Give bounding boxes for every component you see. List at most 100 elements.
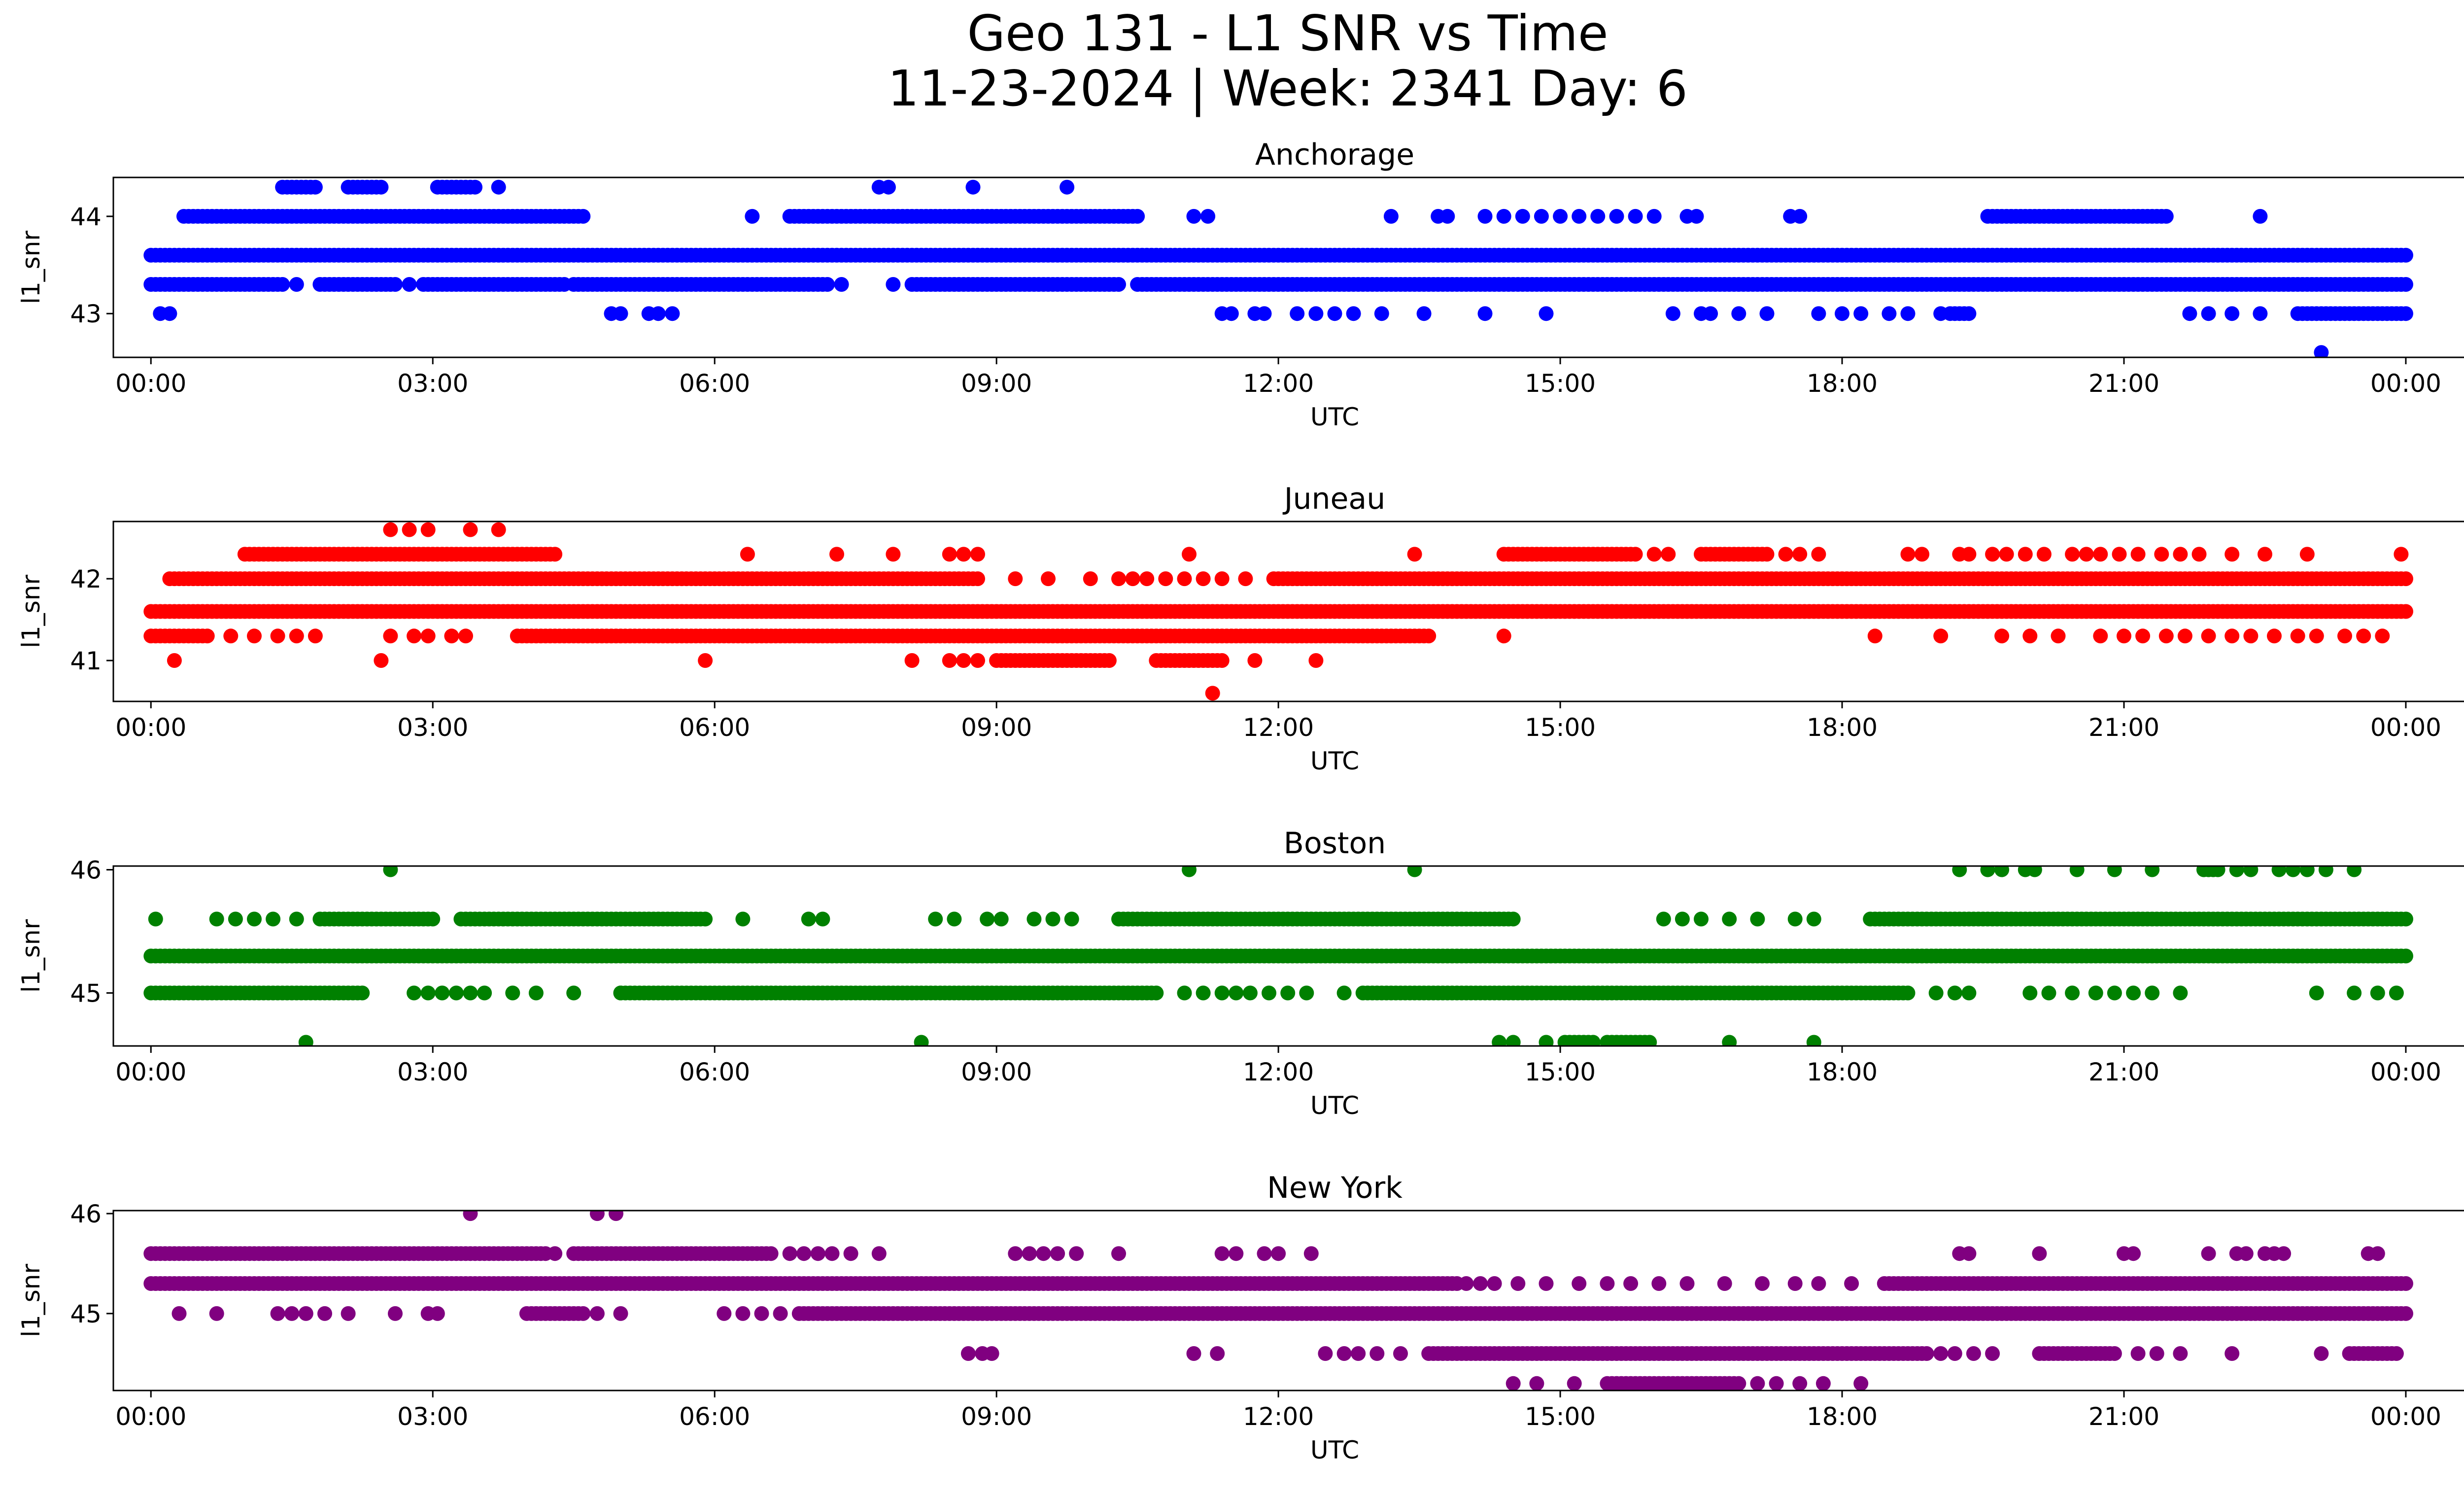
data-point: [528, 985, 544, 1001]
data-point: [317, 1306, 332, 1321]
data-point: [1811, 306, 1826, 321]
data-point: [1196, 571, 1211, 587]
data-point: [2253, 209, 2268, 224]
data-point: [463, 1211, 478, 1221]
data-point: [1111, 571, 1126, 587]
data-point: [1210, 1346, 1225, 1361]
x-tick-label: 12:00: [1243, 1402, 1314, 1431]
data-point: [420, 522, 436, 537]
series-points: [143, 1211, 2413, 1391]
data-point: [2018, 547, 2033, 562]
data-point: [1229, 985, 1244, 1001]
data-point: [1952, 866, 1967, 877]
data-point: [1915, 547, 1930, 562]
data-point: [1083, 571, 1098, 587]
data-point: [1787, 911, 1803, 927]
data-point: [1506, 911, 1521, 927]
series-points: [143, 179, 2413, 357]
x-tick-label: 09:00: [961, 713, 1032, 742]
subplot-title: Juneau: [1282, 482, 1385, 516]
data-point: [2069, 866, 2085, 877]
x-tick-label: 18:00: [1807, 1402, 1878, 1431]
data-point: [1806, 1035, 1821, 1046]
data-point: [2375, 628, 2390, 644]
data-point: [1374, 306, 1389, 321]
data-point: [754, 1306, 769, 1321]
data-point: [1125, 571, 1140, 587]
axes-frame: [112, 176, 2464, 358]
data-point: [463, 522, 478, 537]
data-point: [1806, 911, 1821, 927]
data-point: [1346, 306, 1361, 321]
data-point: [2224, 1346, 2240, 1361]
data-point: [2210, 866, 2225, 877]
data-point: [2145, 985, 2160, 1001]
x-tick-label: 21:00: [2088, 1402, 2159, 1431]
data-point: [2224, 547, 2240, 562]
data-point: [2149, 1346, 2164, 1361]
data-point: [965, 179, 981, 195]
data-point: [1675, 911, 1690, 927]
data-point: [1440, 209, 1455, 224]
data-point: [914, 1035, 929, 1046]
data-point: [1186, 209, 1201, 224]
data-point: [984, 1346, 999, 1361]
data-point: [1510, 1276, 1526, 1291]
data-point: [2299, 547, 2315, 562]
data-point: [1933, 306, 1949, 321]
data-point: [609, 1211, 623, 1221]
data-point: [1755, 1276, 1770, 1291]
data-point: [2182, 306, 2197, 321]
data-point: [388, 1306, 403, 1321]
data-point: [1303, 1246, 1319, 1261]
data-point: [289, 277, 304, 292]
data-point: [970, 547, 985, 562]
data-point: [266, 911, 281, 927]
data-point: [308, 628, 323, 644]
data-point: [1308, 653, 1324, 668]
x-axis-label: UTC: [1310, 747, 1359, 775]
data-point: [942, 547, 957, 562]
data-point: [796, 1246, 812, 1261]
data-point: [289, 911, 304, 927]
data-point: [1383, 209, 1399, 224]
x-axis-label: UTC: [1310, 403, 1359, 431]
figure-title-line-1: Geo 131 - L1 SNR vs Time: [967, 4, 1608, 62]
data-point: [1416, 306, 1432, 321]
data-point: [444, 628, 459, 644]
data-point: [717, 1306, 732, 1321]
x-axis-label: UTC: [1310, 1091, 1359, 1120]
data-point: [1111, 277, 1126, 292]
data-point: [2286, 866, 2301, 877]
data-point: [247, 911, 262, 927]
x-tick-label: 00:00: [115, 713, 186, 742]
data-point: [1600, 1276, 1615, 1291]
data-point: [1572, 1276, 1587, 1291]
data-point: [1299, 985, 1314, 1001]
data-point: [1750, 911, 1765, 927]
data-point: [1961, 1246, 1977, 1261]
y-axis-label: l1_snr: [17, 575, 45, 648]
data-point: [1651, 1276, 1667, 1291]
data-point: [1646, 547, 1662, 562]
data-point: [1792, 1376, 1808, 1391]
data-point: [886, 277, 901, 292]
data-point: [1703, 306, 1718, 321]
data-point: [1731, 306, 1746, 321]
data-point: [2107, 985, 2122, 1001]
data-point: [1336, 985, 1352, 1001]
data-point: [576, 1306, 591, 1321]
data-point: [1266, 571, 1281, 587]
data-point: [2224, 628, 2240, 644]
data-point: [2276, 1246, 2292, 1261]
data-point: [148, 911, 163, 927]
data-point: [1759, 306, 1775, 321]
data-point: [1759, 547, 1775, 562]
data-point: [745, 209, 760, 224]
data-point: [355, 985, 370, 1001]
data-point: [1257, 1246, 1272, 1261]
data-point: [1064, 911, 1079, 927]
data-point: [576, 209, 591, 224]
data-point: [1994, 628, 2010, 644]
data-point: [1600, 1035, 1615, 1046]
